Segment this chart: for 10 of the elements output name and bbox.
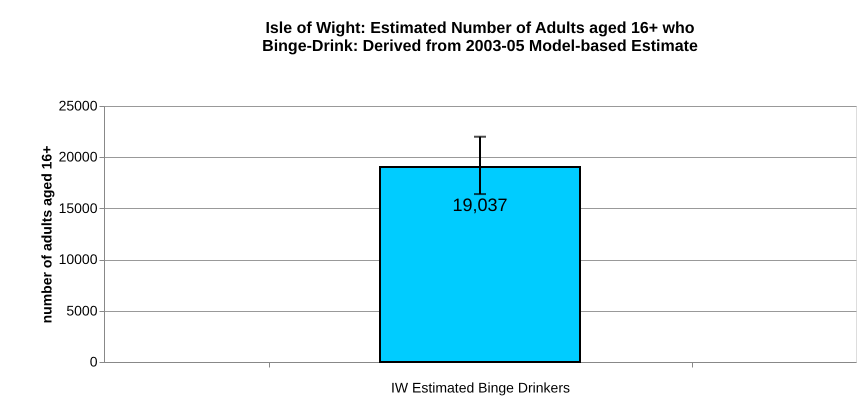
y-tick-label: 0 <box>90 354 98 370</box>
data-label: 19,037 <box>452 195 508 216</box>
x-tick-label: IW Estimated Binge Drinkers <box>391 380 570 396</box>
y-tick-label: 15000 <box>58 200 98 216</box>
y-tick-label: 5000 <box>66 302 98 318</box>
y-tick-label: 10000 <box>58 251 98 268</box>
y-tick-label: 25000 <box>58 98 98 114</box>
chart-title: Isle of Wight: Estimated Number of Adults aged 16+ who Binge-Drink: Derived from 2003-05 Model-based Estimate <box>262 20 698 55</box>
y-axis-title: number of adults aged 16+ <box>38 146 55 324</box>
y-tick-label: 20000 <box>58 148 98 165</box>
